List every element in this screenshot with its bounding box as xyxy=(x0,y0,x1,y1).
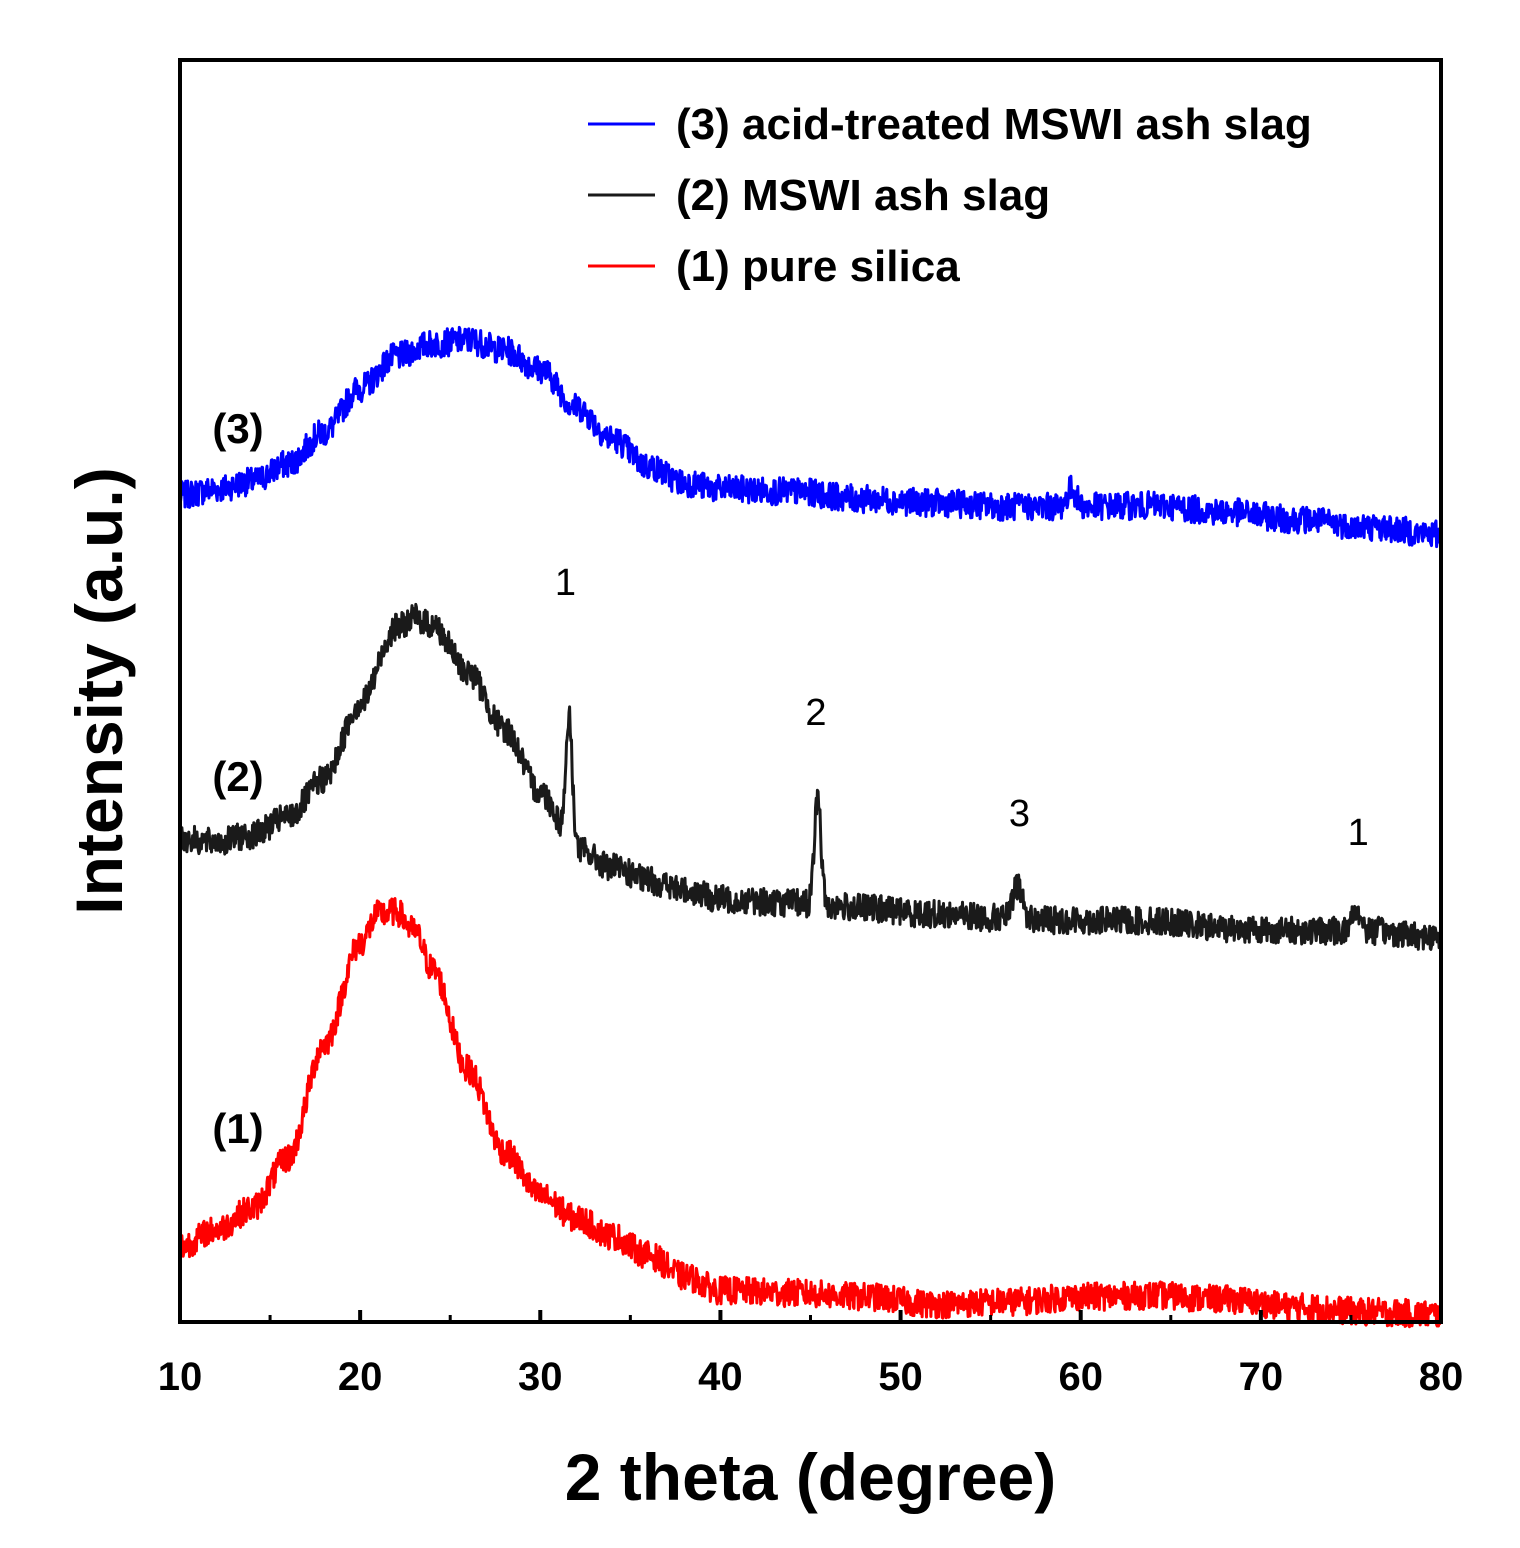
x-tick-label: 80 xyxy=(1419,1355,1464,1399)
peak-annotations: 1 2 3 1 xyxy=(555,562,1369,854)
x-tick-label: 10 xyxy=(158,1355,203,1399)
x-axis-title: 2 theta (degree) xyxy=(565,1440,1056,1514)
peak-annotation: 3 xyxy=(1009,793,1030,835)
series-layer xyxy=(178,325,1443,1329)
series-line-2 xyxy=(178,602,1443,951)
series-label: (3) xyxy=(212,405,263,452)
series-labels: (3) (2) (1) xyxy=(212,405,263,1152)
x-tick-label: 70 xyxy=(1239,1355,1284,1399)
peak-annotation: 1 xyxy=(555,562,576,604)
y-axis-title: Intensity (a.u.) xyxy=(62,467,136,914)
legend-entry: (2) MSWI ash slag xyxy=(676,171,1050,220)
series-label: (2) xyxy=(212,753,263,800)
legend-entry: (1) pure silica xyxy=(676,242,960,291)
x-tick-label: 40 xyxy=(698,1355,743,1399)
x-tick-label: 30 xyxy=(518,1355,563,1399)
peak-annotation: 2 xyxy=(805,692,826,734)
x-tick-label: 50 xyxy=(878,1355,923,1399)
peak-annotation: 1 xyxy=(1348,812,1369,854)
x-axis: 10 20 30 40 50 60 70 80 xyxy=(158,1310,1464,1399)
x-tick-label: 60 xyxy=(1058,1355,1103,1399)
legend-entry: (3) acid-treated MSWI ash slag xyxy=(676,100,1312,149)
series-line-1 xyxy=(178,897,1443,1329)
series-label: (1) xyxy=(212,1105,263,1152)
legend: (3) acid-treated MSWI ash slag (2) MSWI a… xyxy=(588,100,1312,291)
series-line-3 xyxy=(178,325,1443,549)
x-tick-label: 20 xyxy=(338,1355,383,1399)
